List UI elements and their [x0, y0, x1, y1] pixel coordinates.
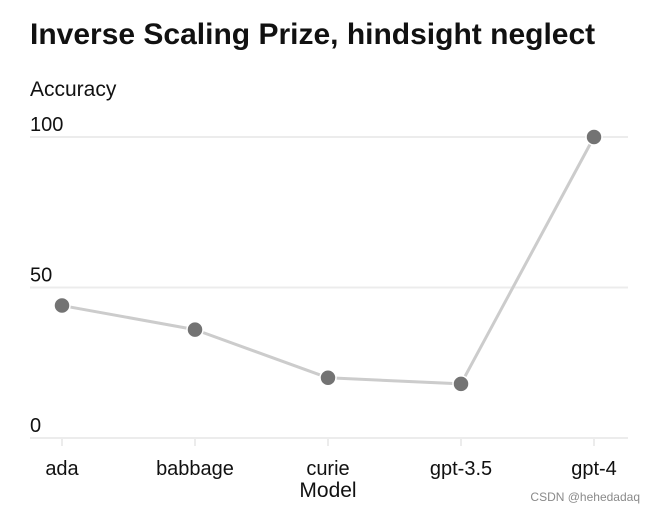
chart-title: Inverse Scaling Prize, hindsight neglect	[30, 18, 595, 51]
y-tick-label-1: 50	[30, 265, 52, 287]
y-tick-label-2: 100	[30, 114, 63, 136]
x-tick-label-3: gpt-3.5	[430, 458, 492, 480]
x-tick-label-4: gpt-4	[571, 458, 617, 480]
data-point-babbage	[186, 320, 204, 339]
data-point-ada	[53, 296, 71, 315]
y-axis-tick-labels: 0 50 100	[30, 114, 63, 437]
data-point-curie	[319, 369, 337, 387]
series-line	[60, 135, 596, 386]
watermark-text: CSDN @hehedadaq	[530, 490, 640, 504]
x-axis-label: Model	[299, 479, 356, 502]
x-axis-ticks	[61, 438, 595, 446]
x-tick-label-2: curie	[306, 458, 349, 480]
gridlines	[30, 136, 628, 439]
data-points	[53, 128, 603, 393]
series-line-layer	[60, 135, 596, 386]
x-axis-tick-labels: ada babbage curie gpt-3.5 gpt-4	[45, 458, 616, 480]
y-axis-label: Accuracy	[30, 78, 117, 101]
x-tick-label-1: babbage	[156, 458, 234, 480]
y-tick-label-0: 0	[30, 415, 41, 437]
data-point-gpt-4	[585, 128, 603, 146]
x-tick-label-0: ada	[45, 458, 79, 480]
data-point-gpt-3.5	[452, 375, 470, 393]
